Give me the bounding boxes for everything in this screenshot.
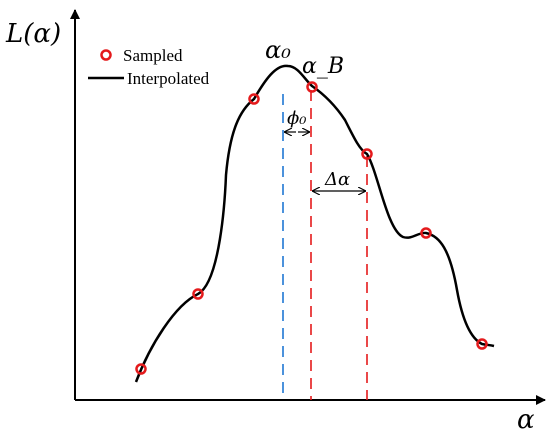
sampled-point <box>361 148 373 160</box>
delta-alpha-label: Δα <box>324 169 350 190</box>
x-axis-label: α <box>517 405 535 431</box>
legend-sampled-marker <box>100 49 112 61</box>
sampled-point <box>420 227 432 239</box>
sampled-point <box>248 93 260 105</box>
y-axis-label: L(α) <box>5 19 61 49</box>
interpolated-curve <box>134 64 495 383</box>
sampled-point <box>306 81 318 93</box>
sampled-point <box>192 288 204 300</box>
legend-interpolated-label: Interpolated <box>127 69 210 88</box>
sampled-point <box>476 338 488 350</box>
phi0-label: ϕ₀ <box>287 108 307 129</box>
legend-sampled-label: Sampled <box>123 46 183 65</box>
alphaB-label: α_B <box>302 54 344 79</box>
sampled-point <box>135 363 147 375</box>
alpha0-label: α₀ <box>265 36 291 64</box>
